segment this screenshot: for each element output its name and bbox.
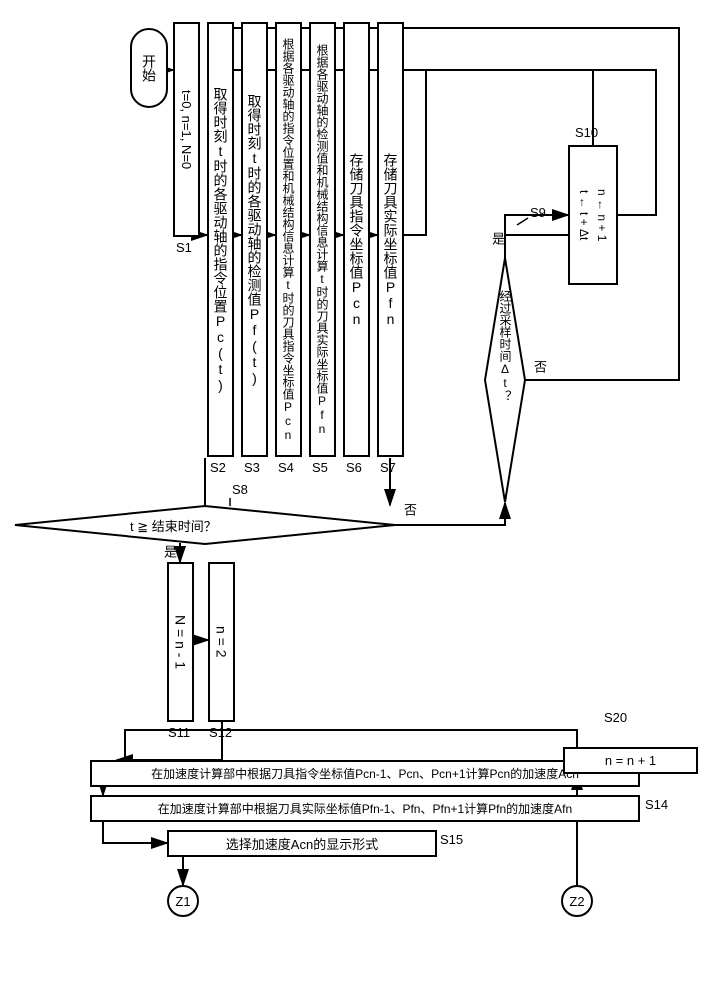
s15-text: 选择加速度Acn的显示形式 <box>226 834 378 853</box>
s6-text: 存储刀具指令坐标值Pcn <box>347 153 367 327</box>
s4-text: 根据各驱动轴的指令位置和机械结构信息计算t时的刀具指令坐标值Pcn <box>280 38 297 442</box>
s10-line2: n ← n + 1 <box>595 189 609 241</box>
step-s6: 存储刀具指令坐标值Pcn <box>343 22 370 457</box>
z2-text: Z2 <box>569 894 584 909</box>
label-s9: S9 <box>530 205 546 220</box>
s11-text: N = n - 1 <box>173 615 189 669</box>
s10-line1: t ← t + Δt <box>577 190 591 240</box>
label-s3: S3 <box>244 460 260 475</box>
s9-text: 经过采样时间Δt？ <box>497 290 514 402</box>
label-s2: S2 <box>210 460 226 475</box>
step-s15-box: 选择加速度Acn的显示形式 <box>167 830 437 857</box>
step-s13-box: 在加速度计算部中根据刀具指令坐标值Pcn-1、Pcn、Pcn+1计算Pcn的加速… <box>90 760 640 787</box>
s12-text: n = 2 <box>214 626 230 658</box>
s20-text: n = n + 1 <box>605 753 656 768</box>
connector-z1: Z1 <box>167 885 199 917</box>
terminator-start: 开始 <box>130 28 168 108</box>
label-s5: S5 <box>312 460 328 475</box>
start-label: 开始 <box>139 54 159 82</box>
s7-text: 存储刀具实际坐标值Pfn <box>381 153 401 327</box>
step-s2: 取得时刻t时的各驱动轴的指令位置Pc(t) <box>207 22 234 457</box>
s8-no: 否 <box>400 503 419 516</box>
s9-yes: 是 <box>488 232 507 245</box>
connector-z2: Z2 <box>561 885 593 917</box>
label-s1: S1 <box>176 240 192 255</box>
label-s14: S14 <box>645 797 668 812</box>
s14-text: 在加速度计算部中根据刀具实际坐标值Pfn-1、Pfn、Pfn+1计算Pfn的加速… <box>158 800 572 817</box>
step-s20: n = n + 1 <box>563 747 698 774</box>
label-s20: S20 <box>604 710 627 725</box>
step-s10: t ← t + Δt n ← n + 1 <box>568 145 618 285</box>
label-s12: S12 <box>209 725 232 740</box>
label-s6: S6 <box>346 460 362 475</box>
step-s4: 根据各驱动轴的指令位置和机械结构信息计算t时的刀具指令坐标值Pcn <box>275 22 302 457</box>
s8-yes: 是 <box>160 545 179 558</box>
s3-text: 取得时刻t时的各驱动轴的检测值Pf(t) <box>245 94 265 386</box>
s2-text: 取得时刻t时的各驱动轴的指令位置Pc(t) <box>211 87 231 393</box>
label-s15: S15 <box>440 832 463 847</box>
s13-text: 在加速度计算部中根据刀具指令坐标值Pcn-1、Pcn、Pcn+1计算Pcn的加速… <box>151 765 579 782</box>
s1-text: t=0, n=1, N=0 <box>179 90 194 169</box>
label-s8: S8 <box>232 482 248 497</box>
step-s1: t=0, n=1, N=0 <box>173 22 200 237</box>
s8-text: t ≧ 结束时间？ <box>130 516 217 535</box>
s5-text: 根据各驱动轴的检测值和机械结构信息计算t时的刀具实际坐标值Pfn <box>314 44 331 436</box>
step-s7: 存储刀具实际坐标值Pfn <box>377 22 404 457</box>
step-s12: n = 2 <box>208 562 235 722</box>
step-s11: N = n - 1 <box>167 562 194 722</box>
label-s11: S11 <box>168 725 190 740</box>
label-s7: S7 <box>380 460 396 475</box>
z1-text: Z1 <box>175 894 190 909</box>
step-s14-box: 在加速度计算部中根据刀具实际坐标值Pfn-1、Pfn、Pfn+1计算Pfn的加速… <box>90 795 640 822</box>
label-s10: S10 <box>575 125 598 140</box>
s9-no: 否 <box>530 360 549 373</box>
flowchart-root: 开始 t=0, n=1, N=0 取得时刻t时的各驱动轴的指令位置Pc(t) 取… <box>0 0 710 1000</box>
step-s3: 取得时刻t时的各驱动轴的检测值Pf(t) <box>241 22 268 457</box>
step-s5: 根据各驱动轴的检测值和机械结构信息计算t时的刀具实际坐标值Pfn <box>309 22 336 457</box>
label-s4: S4 <box>278 460 294 475</box>
